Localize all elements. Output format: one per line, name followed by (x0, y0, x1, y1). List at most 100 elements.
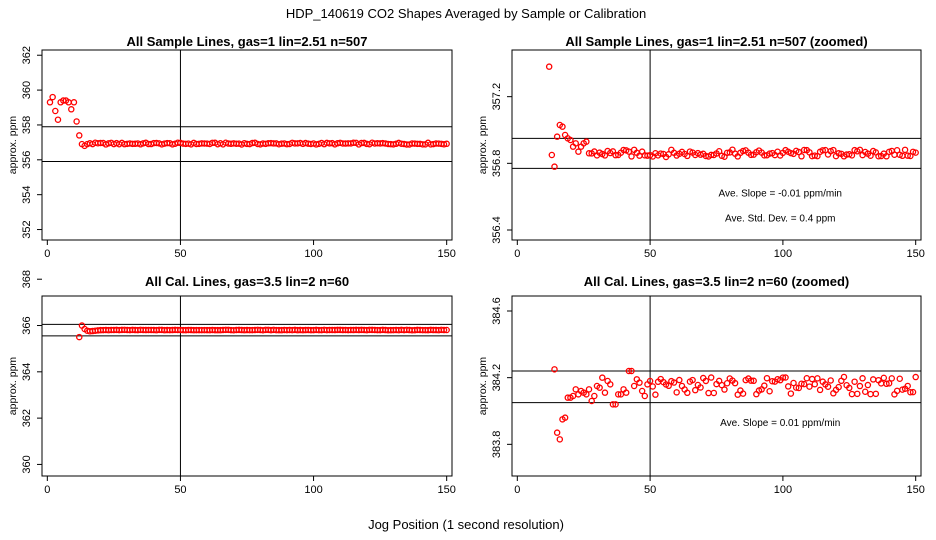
y-axis-label: approx. ppm (477, 116, 489, 175)
x-tick-label: 50 (174, 248, 186, 260)
data-point (46, 99, 54, 106)
data-point (827, 377, 834, 384)
data-point (649, 383, 657, 390)
y-tick-label: 384.2 (491, 364, 503, 392)
data-point (867, 152, 874, 159)
figure-title: HDP_140619 CO2 Shapes Averaged by Sample… (286, 6, 646, 21)
data-point (888, 375, 896, 382)
data-point (761, 382, 768, 389)
data-point (73, 118, 80, 125)
data-point (607, 381, 614, 388)
data-point (702, 377, 710, 385)
data-point (652, 391, 659, 398)
data-point (792, 384, 800, 391)
data-point (909, 388, 917, 396)
data-point (830, 146, 837, 154)
data-point (599, 374, 606, 381)
data-point (883, 380, 890, 388)
data-point (806, 383, 813, 390)
panel-sample-lines-zoomed: All Sample Lines, gas=1 lin=2.51 n=507 (… (477, 34, 925, 260)
y-tick-label: 362 (21, 409, 33, 427)
data-point (628, 367, 635, 375)
x-tick-label: 50 (644, 248, 656, 260)
data-point (583, 391, 590, 398)
data-point (904, 382, 911, 390)
x-tick-label: 100 (304, 248, 322, 260)
plot-frame (511, 295, 922, 477)
data-point (572, 140, 579, 147)
data-point (872, 390, 880, 398)
data-point (901, 146, 909, 154)
x-tick-label: 0 (514, 484, 520, 496)
x-tick-label: 150 (437, 248, 455, 260)
data-point (553, 429, 561, 436)
panel-sample-lines: All Sample Lines, gas=1 lin=2.51 n=507 0 5… (7, 34, 456, 260)
data-point (798, 380, 805, 388)
x-tick-label: 0 (44, 484, 50, 496)
data-point (811, 380, 819, 388)
x-tick-label: 0 (514, 248, 520, 260)
figure-x-label: Jog Position (1 second resolution) (368, 517, 564, 532)
data-point (803, 374, 811, 382)
data-point (697, 384, 704, 391)
data-point (723, 379, 731, 387)
data-point (896, 375, 904, 383)
data-point (856, 146, 864, 154)
data-point (553, 133, 561, 140)
data-point (551, 366, 558, 373)
data-point (585, 386, 593, 393)
x-tick-label: 150 (907, 248, 925, 260)
data-point (612, 151, 619, 159)
data-point (70, 99, 78, 106)
data-point (707, 374, 715, 381)
data-point (798, 153, 805, 160)
data-point (670, 379, 678, 386)
data-point (846, 384, 853, 392)
data-point (893, 147, 901, 154)
data-point (673, 389, 680, 396)
x-tick-label: 50 (174, 484, 186, 496)
data-point (814, 375, 821, 382)
data-point (588, 397, 595, 405)
data-point (763, 374, 771, 382)
data-point (625, 367, 633, 375)
data-point (723, 149, 731, 157)
x-tick-label: 100 (304, 484, 322, 496)
y-tick-label: 354 (21, 185, 33, 203)
y-tick-label: 357.2 (491, 83, 503, 111)
data-point (440, 141, 448, 148)
data-point (556, 436, 564, 443)
y-tick-label: 366 (21, 316, 33, 334)
data-point (52, 107, 59, 115)
plot-frame (511, 49, 922, 241)
y-axis-label: approx. ppm (7, 116, 19, 175)
data-point (835, 150, 842, 157)
y-tick-label: 356 (21, 151, 33, 169)
plot-frame (41, 295, 453, 477)
data-point (864, 381, 872, 389)
data-point (750, 377, 757, 385)
data-point (885, 380, 893, 387)
x-tick-label: 100 (774, 248, 792, 260)
data-point (811, 152, 819, 159)
y-tick-label: 360 (21, 81, 33, 99)
data-point (779, 374, 787, 381)
data-point (614, 391, 622, 398)
x-tick-label: 150 (437, 484, 455, 496)
data-point (861, 388, 869, 396)
panel-cal-lines-zoomed: All Cal. Lines, gas=3.5 lin=2 n=60 (zoom… (477, 274, 925, 496)
data-point (835, 383, 842, 391)
x-tick-label: 50 (644, 484, 656, 496)
data-point (638, 387, 646, 395)
data-point (676, 376, 683, 384)
data-point (819, 147, 826, 154)
data-point (851, 378, 858, 385)
data-point (710, 389, 718, 397)
data-point (731, 379, 739, 387)
x-tick-label: 0 (44, 248, 50, 260)
data-point (609, 401, 617, 408)
data-point (596, 384, 603, 391)
data-point (443, 326, 450, 334)
data-point (800, 380, 808, 388)
data-point (848, 390, 856, 398)
